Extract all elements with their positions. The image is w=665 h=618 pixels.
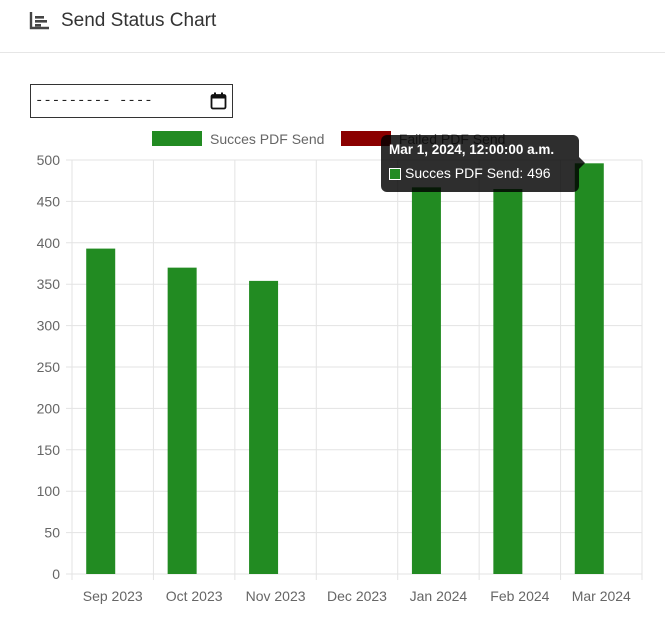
legend-label-success: Succes PDF Send xyxy=(210,130,325,147)
bar xyxy=(411,187,441,574)
month-input[interactable]: --------- ---- xyxy=(30,84,233,118)
bar-chart-icon xyxy=(29,12,49,30)
x-tick-label: Mar 2024 xyxy=(572,588,631,604)
y-tick-label: 0 xyxy=(52,566,60,582)
y-tick-label: 400 xyxy=(37,235,61,251)
tooltip-title: Mar 1, 2024, 12:00:00 a.m. xyxy=(389,142,555,157)
y-tick-label: 300 xyxy=(37,318,61,334)
calendar-icon[interactable] xyxy=(210,92,227,110)
bar xyxy=(167,267,197,574)
y-tick-label: 500 xyxy=(37,152,61,168)
x-tick-label: Sep 2023 xyxy=(83,588,143,604)
page-title: Send Status Chart xyxy=(61,10,217,31)
tooltip-label: Succes PDF Send: 496 xyxy=(405,165,551,181)
tooltip-swatch xyxy=(389,168,401,180)
legend-swatch-success xyxy=(152,131,202,147)
y-tick-label: 250 xyxy=(37,359,61,375)
x-tick-label: Feb 2024 xyxy=(490,588,549,604)
y-tick-label: 150 xyxy=(37,442,61,458)
bar xyxy=(493,188,523,575)
bar xyxy=(249,280,279,574)
x-tick-label: Oct 2023 xyxy=(166,588,223,604)
bar xyxy=(86,248,116,574)
y-tick-label: 100 xyxy=(37,483,61,499)
month-input-value: --------- ---- xyxy=(35,93,153,109)
y-tick-label: 200 xyxy=(37,400,61,416)
legend-item-success[interactable]: Succes PDF Send xyxy=(152,130,324,148)
x-tick-label: Nov 2023 xyxy=(246,588,306,604)
x-tick-label: Dec 2023 xyxy=(327,588,387,604)
tooltip-row: Succes PDF Send: 496 xyxy=(389,165,571,181)
y-tick-label: 50 xyxy=(44,525,60,541)
chart-tooltip: Mar 1, 2024, 12:00:00 a.m. Succes PDF Se… xyxy=(381,135,585,192)
x-tick-label: Jan 2024 xyxy=(410,588,468,604)
y-tick-label: 450 xyxy=(37,193,61,209)
header: Send Status Chart xyxy=(0,0,665,53)
legend-swatch-failed xyxy=(340,131,391,147)
bar xyxy=(574,163,604,574)
y-tick-label: 350 xyxy=(37,276,61,292)
